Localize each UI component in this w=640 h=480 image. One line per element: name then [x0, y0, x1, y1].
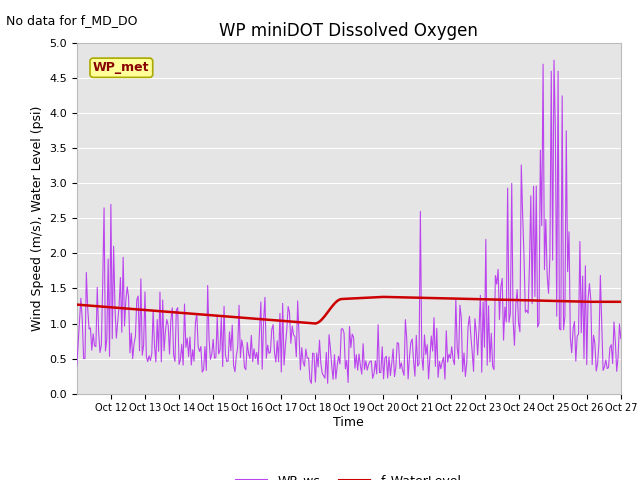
- Legend: WP_ws, f_WaterLevel: WP_ws, f_WaterLevel: [231, 469, 467, 480]
- Y-axis label: Wind Speed (m/s), Water Level (psi): Wind Speed (m/s), Water Level (psi): [31, 106, 44, 331]
- X-axis label: Time: Time: [333, 416, 364, 429]
- Text: WP_met: WP_met: [93, 61, 150, 74]
- Text: No data for f_MD_DO: No data for f_MD_DO: [6, 14, 138, 27]
- Title: WP miniDOT Dissolved Oxygen: WP miniDOT Dissolved Oxygen: [220, 22, 478, 40]
